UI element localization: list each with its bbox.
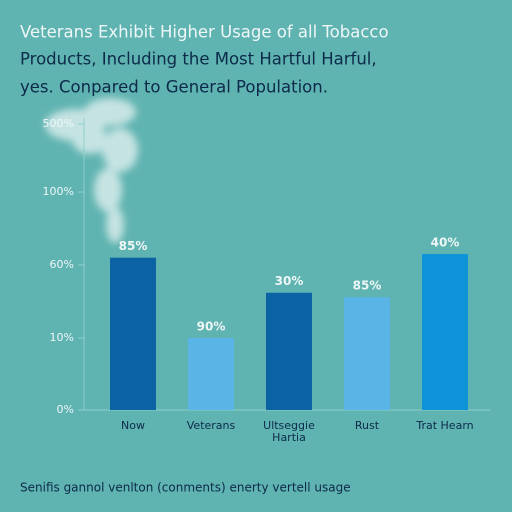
title-line: yes. Conpared to General Population. <box>20 78 328 97</box>
bar-annotation: 90% <box>197 320 226 334</box>
x-tick-label: Ultseggie Hartia <box>263 419 315 444</box>
bar-annotation: 30% <box>275 274 304 288</box>
title-line: Veterans Exhibit Higher Usage of all Tob… <box>20 23 389 42</box>
y-tick-label: 10% <box>50 331 74 344</box>
smoke <box>45 98 138 243</box>
title-line: Products, Including the Most Hartful Har… <box>20 50 377 69</box>
bar <box>422 254 468 410</box>
bar <box>188 338 234 410</box>
bar <box>344 297 390 410</box>
y-tick-label: 60% <box>50 258 74 271</box>
x-tick-label: Trat Hearn <box>416 419 474 432</box>
bar <box>110 257 156 410</box>
x-tick-label: Veterans <box>186 419 236 432</box>
y-tick-label: 500% <box>43 117 74 130</box>
y-tick-label: 100% <box>43 185 74 198</box>
y-tick-label: 0% <box>57 403 74 416</box>
bar-annotation: 85% <box>353 279 382 293</box>
bar-annotation: 85% <box>119 239 148 253</box>
x-tick-label: Rust <box>354 419 380 432</box>
note: Senifis gannol venlton (conments) enerty… <box>20 481 351 495</box>
bar-annotation: 40% <box>431 236 460 250</box>
x-tick-label: Now <box>121 419 145 432</box>
bar <box>266 292 312 410</box>
